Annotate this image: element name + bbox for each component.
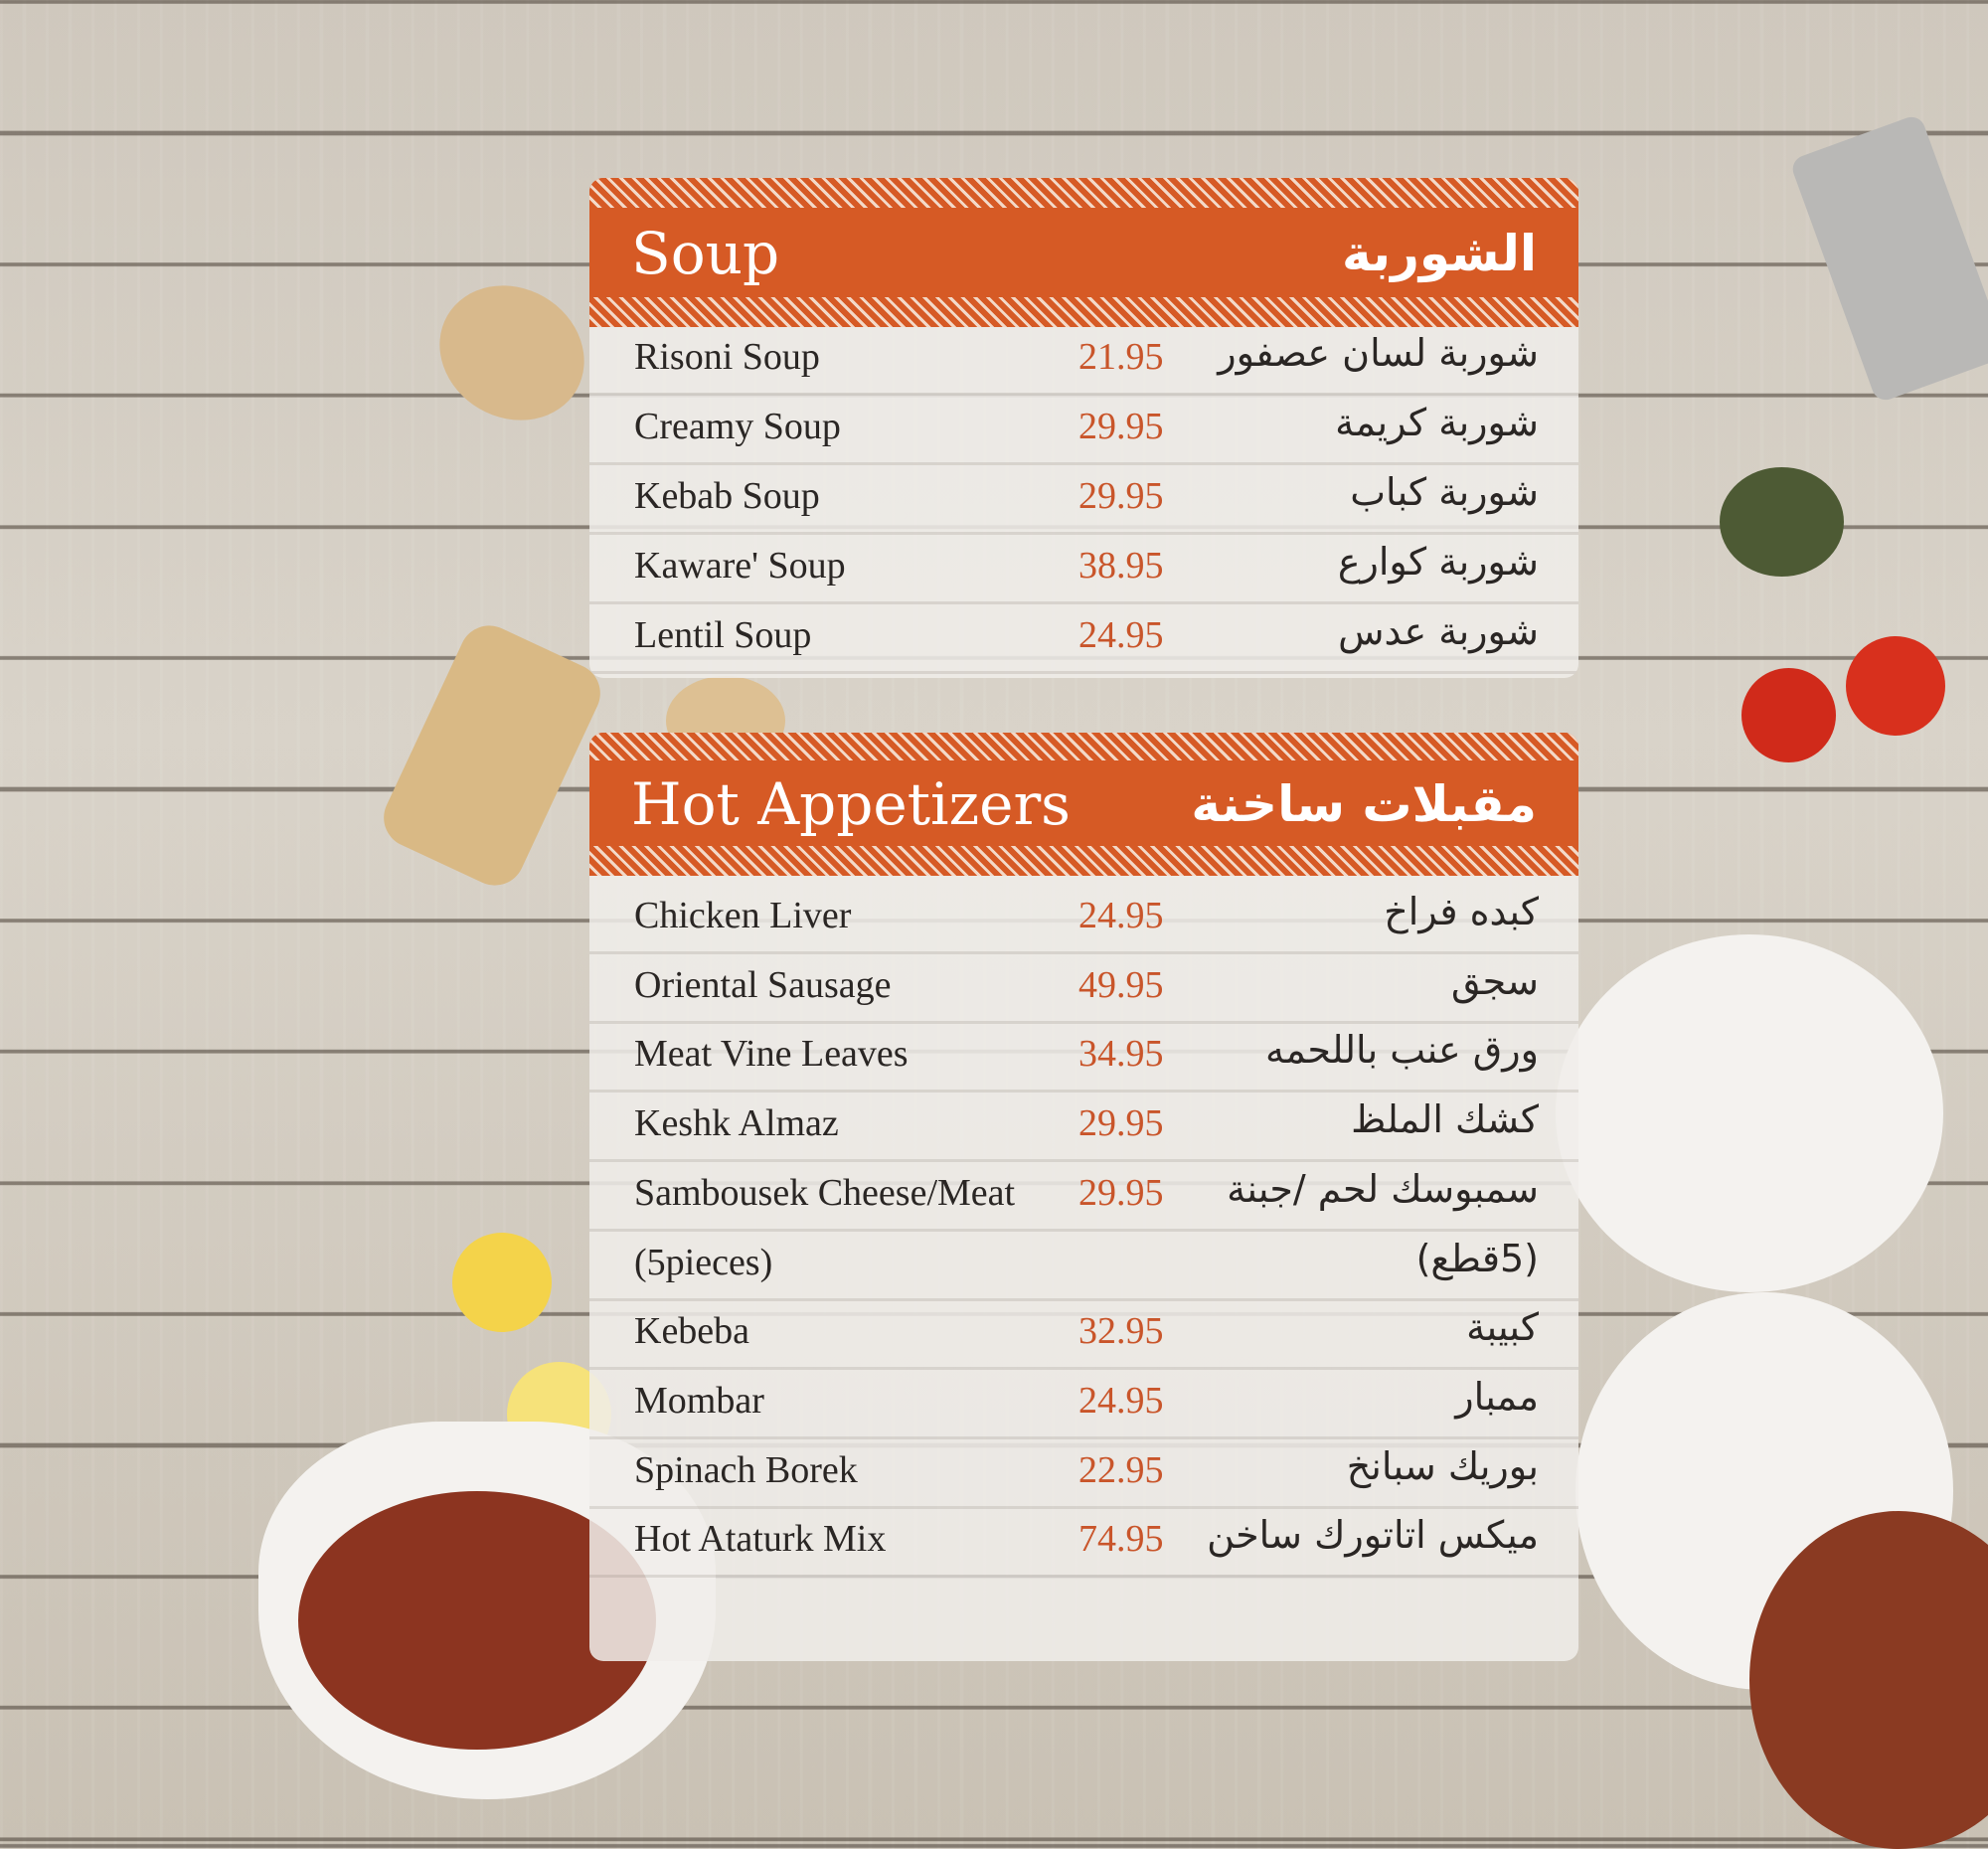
item-name-ar: ميكس اتاتورك ساخن	[1207, 1513, 1539, 1558]
menu-item: (5pieces) (5قطع)	[589, 1229, 1578, 1301]
item-price: 24.95	[1078, 1379, 1164, 1422]
stew-dish-image	[1749, 1511, 1988, 1849]
item-name-ar: شوربة لسان عصفور	[1218, 331, 1539, 375]
ornament-border	[589, 846, 1578, 876]
item-name-en: (5pieces)	[634, 1241, 773, 1283]
item-name-en: Risoni Soup	[634, 336, 820, 378]
item-name-en: Chicken Liver	[634, 895, 852, 936]
tomato-image	[1741, 668, 1836, 762]
item-name-en: Kaware' Soup	[634, 545, 846, 587]
menu-item: Hot Ataturk Mix 74.95 ميكس اتاتورك ساخن	[589, 1505, 1578, 1579]
menu-item: Kebab Soup 29.95 شوربة كباب	[589, 462, 1578, 535]
lemon-image	[452, 1233, 552, 1332]
menu-item: Lentil Soup 24.95 شوربة عدس	[589, 601, 1578, 674]
menu-item: Spinach Borek 22.95 بوريك سبانخ	[589, 1436, 1578, 1509]
wooden-spatula-image	[374, 615, 610, 896]
item-name-en: Sambousek Cheese/Meat	[634, 1171, 1016, 1214]
item-price: 32.95	[1078, 1310, 1164, 1353]
item-name-ar: كبيبة	[1466, 1305, 1539, 1350]
salt-shaker-image	[1788, 112, 1988, 405]
tomato-image	[1846, 636, 1945, 736]
menu-item: Mombar 24.95 ممبار	[589, 1367, 1578, 1439]
section-header: Hot Appetizers مقبلات ساخنة	[589, 760, 1578, 848]
item-price: 29.95	[1078, 1102, 1164, 1145]
item-name-ar: ورق عنب باللحمه	[1265, 1028, 1539, 1073]
item-price: 29.95	[1078, 406, 1164, 447]
item-name-en: Oriental Sausage	[634, 963, 892, 1006]
item-price: 29.95	[1078, 475, 1164, 517]
item-name-en: Spinach Borek	[634, 1448, 858, 1491]
item-name-en: Keshk Almaz	[634, 1102, 839, 1145]
item-name-en: Hot Ataturk Mix	[634, 1518, 887, 1561]
herbs-image	[1720, 467, 1844, 577]
item-price: 22.95	[1078, 1448, 1164, 1491]
ornament-border	[589, 297, 1578, 327]
item-name-ar: شوربة عدس	[1338, 609, 1539, 653]
item-name-en: Kebab Soup	[634, 475, 820, 517]
hot-appetizers-section: Hot Appetizers مقبلات ساخنة Chicken Live…	[589, 733, 1578, 1661]
menu-item: Chicken Liver 24.95 كبده فراخ	[589, 882, 1578, 954]
wooden-scoop-image	[414, 259, 609, 446]
item-price: 21.95	[1078, 336, 1164, 378]
menu-item: Meat Vine Leaves 34.95 ورق عنب باللحمه	[589, 1020, 1578, 1093]
section-header: Soup الشوربة	[589, 208, 1578, 299]
section-title-ar: مقبلات ساخنة	[1191, 775, 1537, 833]
item-name-ar: سجق	[1450, 958, 1539, 1003]
item-name-ar: ممبار	[1455, 1374, 1539, 1419]
item-price: 29.95	[1078, 1171, 1164, 1214]
item-name-ar: شوربة كباب	[1350, 470, 1539, 514]
menu-item: Kebeba 32.95 كبيبة	[589, 1297, 1578, 1371]
item-price: 38.95	[1078, 545, 1164, 587]
item-name-ar: بوريك سبانخ	[1346, 1443, 1539, 1488]
kibbeh-dish-image	[1556, 934, 1943, 1292]
item-price: 34.95	[1078, 1033, 1164, 1076]
item-name-ar: شوربة كوارع	[1337, 540, 1539, 584]
soup-section: Soup الشوربة Risoni Soup 21.95 شوربة لسان …	[589, 178, 1578, 678]
menu-item: Oriental Sausage 49.95 سجق	[589, 951, 1578, 1024]
section-title-en: Soup	[631, 220, 780, 287]
item-name-en: Lentil Soup	[634, 614, 812, 656]
item-price: 24.95	[1078, 614, 1164, 656]
section-title-ar: الشوربة	[1341, 225, 1537, 282]
menu-item: Creamy Soup 29.95 شوربة كريمة	[589, 393, 1578, 465]
item-name-en: Kebeba	[634, 1310, 750, 1353]
item-name-ar: (5قطع)	[1415, 1236, 1539, 1280]
item-price: 49.95	[1078, 963, 1164, 1006]
item-price: 74.95	[1078, 1518, 1164, 1561]
item-name-en: Meat Vine Leaves	[634, 1033, 909, 1076]
section-title-en: Hot Appetizers	[631, 770, 1071, 838]
ornament-border	[589, 178, 1578, 208]
ornament-border	[589, 733, 1578, 762]
item-name-en: Creamy Soup	[634, 406, 841, 447]
menu-item: Sambousek Cheese/Meat 29.95 سمبوسك لحم /جب…	[589, 1159, 1578, 1232]
item-price: 24.95	[1078, 895, 1164, 936]
menu-item: Keshk Almaz 29.95 كشك الملظ	[589, 1090, 1578, 1163]
menu-item: Risoni Soup 21.95 شوربة لسان عصفور	[589, 323, 1578, 396]
item-name-ar: شوربة كريمة	[1335, 401, 1539, 444]
item-name-ar: كشك الملظ	[1351, 1097, 1539, 1142]
item-name-ar: كبده فراخ	[1384, 890, 1539, 933]
item-name-en: Mombar	[634, 1379, 764, 1422]
item-name-ar: سمبوسك لحم /جبنة	[1227, 1166, 1539, 1211]
menu-item: Kaware' Soup 38.95 شوربة كوارع	[589, 532, 1578, 604]
